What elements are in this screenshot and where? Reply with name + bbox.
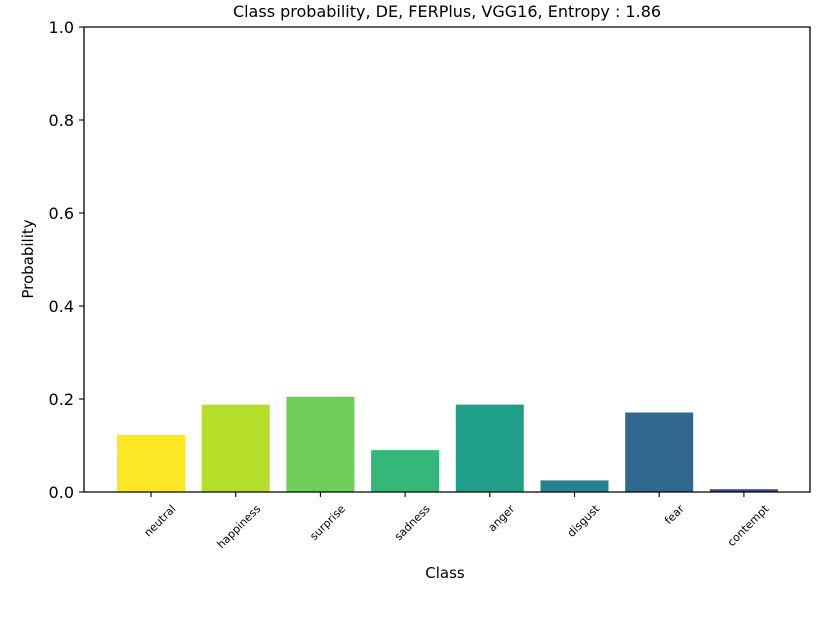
x-tick-label-fear: fear <box>662 502 687 527</box>
y-tick-label: 0.6 <box>49 204 74 223</box>
y-tick-label: 0.8 <box>49 111 74 130</box>
bar-anger <box>455 404 524 492</box>
x-tick-label-disgust: disgust <box>565 502 603 540</box>
x-axis-label: Class <box>425 564 465 582</box>
y-tick-label: 0.2 <box>49 390 74 409</box>
x-tick-label-surprise: surprise <box>307 502 348 543</box>
y-tick-label: 0.0 <box>49 483 74 502</box>
bar-disgust <box>540 480 609 492</box>
bars-group <box>117 396 778 492</box>
x-axis-ticks: neutral happiness surprise sadness anger disg… <box>142 492 772 551</box>
y-axis-label: Probability <box>19 219 37 298</box>
bar-fear <box>625 412 694 492</box>
bar-sadness <box>371 450 440 492</box>
x-tick-label-anger: anger <box>486 502 518 534</box>
y-tick-label: 0.4 <box>49 297 74 316</box>
chart-title: Class probability, DE, FERPlus, VGG16, E… <box>233 2 661 21</box>
bar-happiness <box>201 404 270 492</box>
x-tick-label-happiness: happiness <box>215 502 264 551</box>
y-axis-ticks: 0.0 0.2 0.4 0.6 0.8 1.0 <box>49 18 84 502</box>
bar-neutral <box>117 434 185 492</box>
bar-surprise <box>286 396 355 492</box>
y-tick-label: 1.0 <box>49 18 74 37</box>
x-tick-label-sadness: sadness <box>392 502 433 543</box>
x-tick-label-contempt: contempt <box>725 502 772 549</box>
plot-frame <box>83 26 811 493</box>
bar-contempt <box>709 489 778 492</box>
x-tick-label-neutral: neutral <box>142 502 179 539</box>
